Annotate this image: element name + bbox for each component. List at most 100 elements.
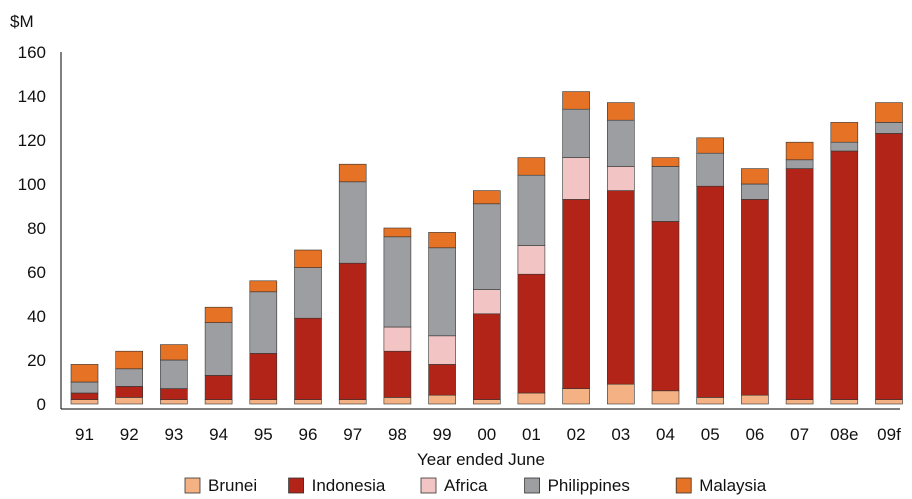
y-tick-label: 140 <box>18 87 46 106</box>
bar-segment-philippines <box>562 108 590 158</box>
bar-segment-philippines <box>428 247 456 337</box>
bar-segment-brunei <box>428 394 456 405</box>
y-tick-label: 40 <box>27 307 46 326</box>
bar-segment-malaysia <box>115 350 143 370</box>
bar-segment-indonesia <box>562 199 590 389</box>
bar-segment-malaysia <box>160 344 188 361</box>
x-axis-tick-labels: 91 92 93 94 95 96 97 98 99 00 01 02 03 04 05 06 07 08e 09f <box>75 425 901 444</box>
bar-segment-brunei <box>115 397 143 405</box>
legend-label: Philippines <box>548 476 630 495</box>
bar-segment-africa <box>562 157 590 200</box>
bar-segment-indonesia <box>651 221 680 392</box>
bar-segment-brunei <box>249 399 278 405</box>
y-tick-label: 0 <box>37 395 46 414</box>
bar-segment-africa <box>606 166 635 191</box>
x-tick-label: 98 <box>388 425 407 444</box>
bar-segment-malaysia <box>785 141 814 161</box>
bar-segment-malaysia <box>651 157 680 167</box>
bar-segment-philippines <box>160 359 188 389</box>
bar-segment-indonesia <box>428 364 456 396</box>
bar-segment-indonesia <box>383 350 412 398</box>
y-tick-label: 100 <box>18 175 46 194</box>
bar-segment-indonesia <box>204 375 233 400</box>
bar-segment-indonesia <box>517 273 546 394</box>
bar-segment-brunei <box>294 399 322 405</box>
bar-segment-brunei <box>830 399 859 405</box>
bar-segment-philippines <box>696 152 725 187</box>
bar-segment-brunei <box>472 399 501 405</box>
bar-segment-africa <box>428 335 456 365</box>
bar-segment-malaysia <box>383 227 412 238</box>
x-tick-label: 00 <box>477 425 496 444</box>
bar-segment-brunei <box>204 399 233 405</box>
y-tick-label: 160 <box>18 43 46 62</box>
y-tick-label: 60 <box>27 263 46 282</box>
x-tick-label: 02 <box>567 425 586 444</box>
y-tick-label: 20 <box>27 351 46 370</box>
bar-segment-indonesia <box>249 353 278 400</box>
bar-segment-indonesia <box>830 150 859 400</box>
bar-segment-philippines <box>472 203 501 290</box>
bar-segment-malaysia <box>606 102 635 121</box>
bar-segment-philippines <box>249 291 278 354</box>
bar-segment-africa <box>517 245 546 275</box>
legend-swatch-brunei <box>184 477 201 494</box>
bar-segment-malaysia <box>741 168 769 185</box>
bar-segment-philippines <box>606 119 635 167</box>
bar-segment-africa <box>472 289 501 315</box>
bar-segment-philippines <box>830 141 859 152</box>
bar-segment-indonesia <box>696 185 725 398</box>
bar-segment-philippines <box>875 122 903 134</box>
bar-segment-malaysia <box>875 102 903 123</box>
bar-segment-brunei <box>562 388 590 405</box>
y-tick-label: 80 <box>27 219 46 238</box>
bar-segment-indonesia <box>472 313 501 400</box>
y-axis-ticks: 0 20 40 60 80 100 120 140 160 <box>18 43 46 414</box>
bar-segment-malaysia <box>338 163 367 183</box>
x-tick-label: 06 <box>745 425 764 444</box>
x-axis-label: Year ended June <box>417 450 545 469</box>
bar-segment-philippines <box>70 381 99 394</box>
bar-segment-malaysia <box>562 91 590 110</box>
bar-segment-malaysia <box>249 280 278 293</box>
bar-segment-malaysia <box>204 306 233 323</box>
bar-segment-philippines <box>338 181 367 264</box>
x-tick-label: 91 <box>75 425 94 444</box>
y-axis-label: $M <box>10 12 34 31</box>
bar-segment-brunei <box>70 399 99 405</box>
legend-label: Brunei <box>208 476 257 495</box>
legend-swatch-philippines <box>524 477 540 494</box>
bar-segment-philippines <box>383 236 412 328</box>
legend-swatch-indonesia <box>288 477 305 494</box>
x-tick-label: 05 <box>701 425 720 444</box>
bar-segment-malaysia <box>517 157 546 176</box>
bar-segment-brunei <box>651 390 680 405</box>
bar-segment-indonesia <box>785 168 814 400</box>
bar-segment-brunei <box>160 399 188 405</box>
legend-label: Africa <box>444 476 488 495</box>
y-tick-label: 120 <box>18 131 46 150</box>
bar-segment-brunei <box>741 394 769 405</box>
x-tick-label: 04 <box>656 425 675 444</box>
bar-segment-malaysia <box>294 249 322 268</box>
bar-segment-indonesia <box>70 392 99 400</box>
bar-segment-brunei <box>383 397 412 405</box>
bar-segment-philippines <box>294 267 322 319</box>
x-tick-label: 01 <box>522 425 541 444</box>
x-tick-label: 08e <box>830 425 858 444</box>
bar-segment-indonesia <box>741 199 769 396</box>
bar-segment-malaysia <box>830 122 859 143</box>
x-tick-label: 96 <box>299 425 318 444</box>
bars <box>70 91 903 405</box>
bar-segment-brunei <box>696 397 725 405</box>
bar-segment-malaysia <box>70 364 99 383</box>
bar-segment-philippines <box>741 183 769 200</box>
bar-segment-philippines <box>517 174 546 246</box>
bar-segment-philippines <box>651 166 680 222</box>
bar-segment-brunei <box>875 399 903 405</box>
bar-segment-philippines <box>115 368 143 387</box>
bar-segment-malaysia <box>696 137 725 154</box>
bar-segment-indonesia <box>338 262 367 400</box>
x-tick-label: 97 <box>343 425 362 444</box>
